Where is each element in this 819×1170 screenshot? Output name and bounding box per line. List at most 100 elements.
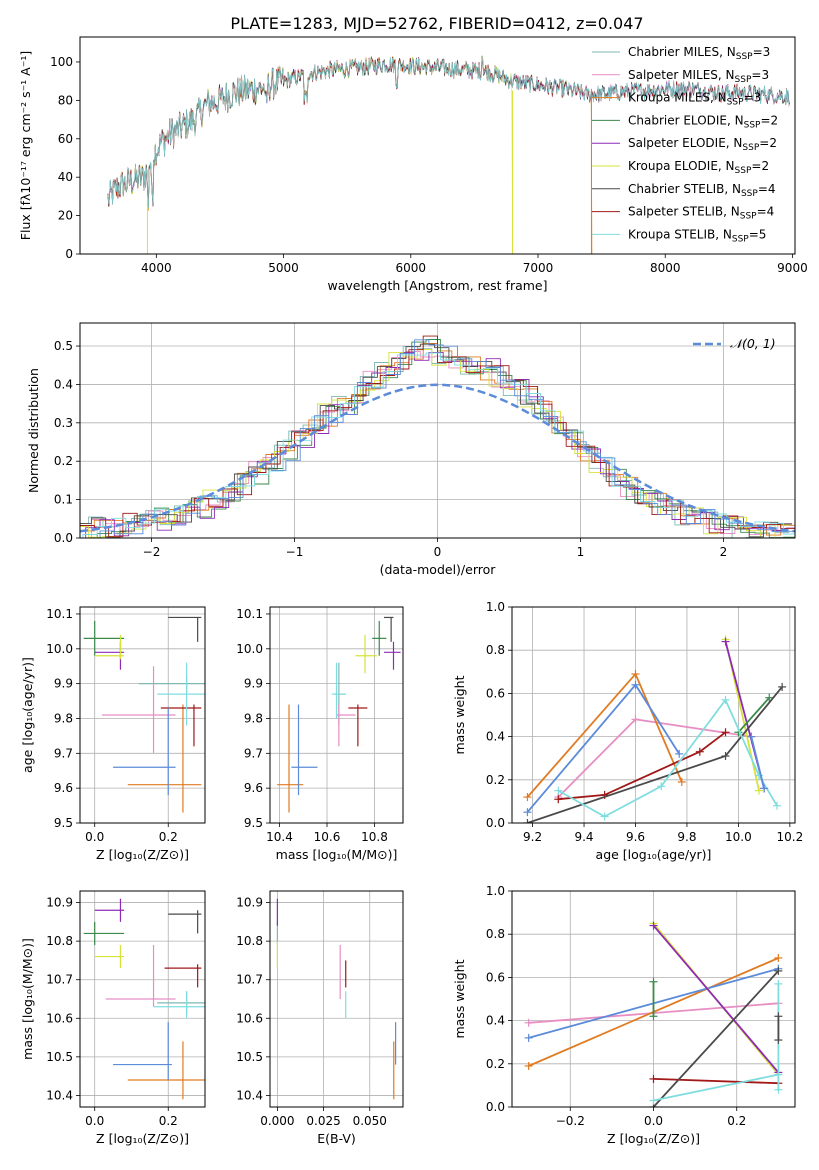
spectrum-lines <box>107 55 791 254</box>
weight-line <box>653 1078 779 1085</box>
panel-spectrum: 4000 5000 6000 7000 8000 9000 0 20 40 60 80 100 wave… <box>18 36 808 293</box>
legend-label: Kroupa MILES, NSSP=3 <box>628 91 761 108</box>
x-tick-label: 0 <box>434 545 442 559</box>
legend-label: Kroupa STELIB, NSSP=5 <box>628 227 766 244</box>
x-tick-label: 1 <box>577 545 585 559</box>
legend-label: 𝒩(0, 1) <box>730 336 776 351</box>
y-tick-label: 0.0 <box>54 531 73 545</box>
x-tick-label: 0.025 <box>306 1114 340 1128</box>
x-tick-label: 0.2 <box>727 1114 746 1128</box>
x-axis-label: E(B-V) <box>317 1131 356 1146</box>
y-tick-label: 0.4 <box>486 730 505 744</box>
x-tick-label: 10.6 <box>314 830 341 844</box>
spectrum-line <box>107 56 791 208</box>
y-axis-label: mass weight <box>452 959 467 1038</box>
weight-lines <box>524 919 783 1107</box>
legend-label: Salpeter MILES, NSSP=3 <box>628 68 769 85</box>
y-tick-label: 10.7 <box>236 973 263 987</box>
y-tick-label: 0.8 <box>486 643 505 657</box>
x-tick-label: 0.0 <box>85 830 104 844</box>
panel-residuals: −2 −1 0 1 2 0.0 0.1 0.2 0.3 0.4 0.5 (data-model)/er… <box>26 322 796 577</box>
panel-mass_vs_Z: 0.0 0.2 10.4 10.5 10.6 10.7 10.8 10.9 Z [log₁₀(Z… <box>20 890 206 1146</box>
y-tick-label: 10.6 <box>236 1011 263 1025</box>
x-tick-label: 6000 <box>396 261 427 275</box>
y-tick-label: 1.0 <box>486 600 505 614</box>
y-tick-label: 10.1 <box>46 607 73 621</box>
weight-line <box>737 697 770 733</box>
x-tick-label: 9.4 <box>574 830 593 844</box>
x-tick-label: 9.2 <box>523 830 542 844</box>
x-tick-label: 0.050 <box>353 1114 387 1128</box>
y-tick-label: 0.6 <box>486 686 505 700</box>
y-tick-label: 0.2 <box>54 454 73 468</box>
x-tick-label: −2 <box>143 545 161 559</box>
y-tick-label: 9.8 <box>54 711 73 725</box>
y-tick-label: 9.5 <box>54 816 73 830</box>
x-tick-label: −1 <box>286 545 304 559</box>
y-tick-label: 9.6 <box>244 781 263 795</box>
errorbars <box>277 616 401 813</box>
legend-label: Salpeter STELIB, NSSP=4 <box>628 205 774 222</box>
y-tick-label: 10.0 <box>236 642 263 656</box>
y-tick-label: 0.0 <box>486 816 505 830</box>
weight-line <box>652 925 780 1073</box>
y-tick-label: 0.1 <box>54 493 73 507</box>
x-tick-label: −0.2 <box>556 1114 585 1128</box>
y-tick-label: 10.7 <box>46 973 73 987</box>
x-axis-label: (data-model)/error <box>380 562 497 577</box>
y-tick-label: 10.4 <box>236 1088 263 1102</box>
histogram-step <box>80 351 793 538</box>
weight-line <box>653 1073 779 1102</box>
panel-age_vs_Z: 0.0 0.2 9.5 9.6 9.7 9.8 9.9 10.0 10.1 Z [log₁₀(Z/… <box>20 606 206 862</box>
y-tick-label: 10.1 <box>236 607 263 621</box>
histogram-step <box>80 343 793 538</box>
histograms <box>80 335 795 538</box>
x-tick-label: 0.2 <box>159 830 178 844</box>
x-tick-label: 0.000 <box>260 1114 294 1128</box>
axes-frame <box>79 322 796 539</box>
x-tick-label: 9.6 <box>626 830 645 844</box>
y-tick-label: 0.2 <box>486 773 505 787</box>
y-tick-label: 40 <box>58 170 73 184</box>
y-tick-label: 100 <box>50 55 73 69</box>
x-tick-label: 0.2 <box>159 1114 178 1128</box>
y-tick-label: 10.5 <box>46 1050 73 1064</box>
y-tick-label: 10.4 <box>46 1088 73 1102</box>
y-axis-label: mass [log₁₀(M/M⊙)] <box>20 938 35 1060</box>
y-tick-label: 80 <box>58 93 73 107</box>
y-tick-label: 60 <box>58 132 73 146</box>
y-tick-label: 9.6 <box>54 781 73 795</box>
panel-mass_vs_ebv: 0.000 0.025 0.050 10.4 10.5 10.6 10.7 10.8 10.9 E… <box>236 890 404 1146</box>
weight-line <box>558 731 727 801</box>
axes-frame <box>269 890 404 1108</box>
y-tick-label: 0.2 <box>486 1057 505 1071</box>
y-tick-label: 9.8 <box>244 711 263 725</box>
y-axis-label: mass weight <box>452 675 467 754</box>
errorbars <box>83 616 205 813</box>
axes-frame <box>79 606 206 824</box>
y-tick-label: 0.4 <box>486 1014 505 1028</box>
histogram-step <box>80 348 790 538</box>
x-tick-label: 4000 <box>141 261 172 275</box>
y-tick-label: 10.9 <box>46 896 73 910</box>
errorbars <box>83 898 205 1100</box>
normal-curve <box>80 383 795 533</box>
x-tick-label: 9.8 <box>677 830 696 844</box>
x-tick-label: 8000 <box>650 261 681 275</box>
x-tick-label: 10.8 <box>361 830 388 844</box>
x-axis-label: Z [log₁₀(Z/Z⊙)] <box>96 847 189 862</box>
figure-title: PLATE=1283, MJD=52762, FIBERID=0412, z=0… <box>230 14 643 33</box>
y-tick-label: 0.3 <box>54 416 73 430</box>
y-tick-label: 9.5 <box>244 816 263 830</box>
y-tick-label: 10.0 <box>46 642 73 656</box>
x-tick-label: 7000 <box>523 261 554 275</box>
x-tick-label: 2 <box>720 545 728 559</box>
y-tick-label: 0.0 <box>486 1100 505 1114</box>
x-tick-label: 5000 <box>268 261 299 275</box>
y-tick-label: 10.6 <box>46 1011 73 1025</box>
histogram-step <box>82 339 795 538</box>
x-tick-label: 9000 <box>777 261 808 275</box>
y-tick-label: 10.9 <box>236 896 263 910</box>
x-tick-label: 0.0 <box>85 1114 104 1128</box>
